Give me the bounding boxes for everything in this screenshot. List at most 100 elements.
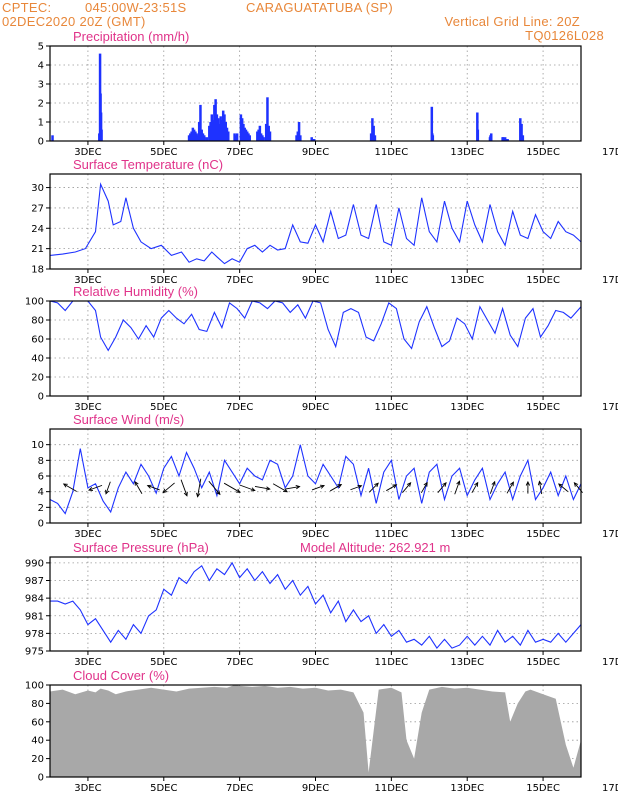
wind-xtick-label: 13DEC [450, 529, 484, 540]
header-grid-note: Vertical Grid Line: 20Z [444, 14, 580, 29]
precip-bar [51, 135, 54, 141]
wind-xtick-label: 5DEC [150, 529, 177, 540]
pressure-xtick-label: 9DEC [302, 657, 329, 668]
wind-arrow [454, 481, 460, 495]
pressure-xtick-label: 5DEC [150, 657, 177, 668]
pressure-ytick-label: 981 [25, 611, 44, 622]
precip-bar [506, 139, 509, 141]
wind-arrow [162, 482, 175, 493]
cloud-area [50, 685, 581, 777]
wind-arrow-head [337, 484, 343, 489]
wind-arrow-head [320, 484, 326, 489]
precip-bar [312, 139, 316, 141]
wind-arrow-head [283, 488, 288, 493]
precip-ytick-label: 4 [38, 61, 44, 72]
wind-xtick-label: 15DEC [526, 529, 560, 540]
cloud-xtick-label: 13DEC [450, 783, 484, 794]
temperature-ytick-label: 30 [31, 183, 44, 194]
wind-arrow-head [62, 483, 68, 488]
cloud-xtick-label: 7DEC [226, 783, 253, 794]
wind-xtick-label: 11DEC [374, 529, 408, 540]
wind-xtick-label: 7DEC [226, 529, 253, 540]
header-code: TQ0126L028 [525, 28, 604, 43]
header-run: 02DEC2020 20Z (GMT) [2, 14, 146, 29]
precip-bar [200, 129, 203, 141]
precip-bar [310, 137, 313, 141]
humidity-xtick-label: 11DEC [374, 402, 408, 413]
precip-bar [369, 133, 373, 141]
precip-bar [373, 135, 377, 141]
humidity-ytick-label: 60 [31, 335, 44, 346]
precip-bar [268, 131, 272, 141]
precip-bar [476, 112, 479, 141]
precip-xtick-label: 13DEC [450, 147, 484, 158]
precip-bar [209, 122, 212, 141]
pressure-ytick-label: 987 [25, 576, 44, 587]
wind-arrow-head [537, 480, 543, 486]
precip-bar [257, 129, 260, 141]
header-source: CPTEC: [2, 0, 52, 15]
precip-bar [502, 139, 506, 141]
wind-arrow-head [134, 480, 139, 486]
precip-ytick-label: 2 [38, 99, 44, 110]
precip-bar [194, 131, 197, 141]
header-city: CARAGUATATUBA (SP) [246, 0, 393, 15]
wind-arrow-head [456, 480, 461, 486]
cloud-ytick-label: 80 [31, 699, 44, 710]
wind-arrow [180, 479, 188, 496]
wind-arrow-head [406, 482, 412, 487]
pressure-xtick-label: 17DEC [602, 657, 618, 668]
precip-xtick-label: 17DEC [602, 147, 618, 158]
precip-ytick-label: 3 [38, 80, 44, 91]
wind-arrow [489, 481, 496, 494]
precip-bar [234, 135, 238, 141]
humidity-ytick-label: 0 [38, 392, 44, 403]
precip-bar [372, 125, 375, 141]
wind-arrow [63, 483, 77, 492]
wind-ytick-label: 10 [31, 440, 44, 451]
temperature-ytick-label: 21 [31, 244, 44, 255]
precip-bar [192, 129, 196, 141]
wind-arrow [558, 483, 569, 492]
precip-bar [227, 131, 230, 141]
humidity-ytick-label: 40 [31, 354, 44, 365]
precip-bar [371, 118, 374, 141]
wind-arrow-head [423, 481, 428, 487]
precip-bar [256, 131, 259, 141]
pressure-ytick-label: 978 [25, 629, 44, 640]
precip-bar [295, 135, 298, 141]
pressure-annotation: Model Altitude: 262.921 m [300, 540, 450, 555]
precip-ytick-label: 1 [38, 118, 44, 129]
humidity-xtick-label: 9DEC [302, 402, 329, 413]
precip-xtick-label: 7DEC [226, 147, 253, 158]
humidity-xtick-label: 15DEC [526, 402, 560, 413]
precip-bar [248, 135, 252, 141]
cloud-ytick-label: 20 [31, 754, 44, 765]
wind-arrow [88, 484, 103, 491]
precip-bar [233, 133, 236, 141]
precip-bar [242, 123, 245, 141]
precip-bar [258, 125, 262, 141]
wind-arrow-head [88, 486, 94, 491]
pressure-xtick-label: 3DEC [74, 657, 101, 668]
wind-title: Surface Wind (m/s) [73, 412, 184, 427]
precip-bar [205, 137, 209, 141]
precip-bar [299, 135, 302, 141]
precip-xtick-label: 3DEC [74, 147, 101, 158]
precip-bar [245, 131, 249, 141]
wind-xtick-label: 17DEC [602, 529, 618, 540]
wind-ytick-label: 0 [38, 519, 44, 530]
cloud-xtick-label: 15DEC [526, 783, 560, 794]
wind-ytick-label: 4 [38, 487, 44, 498]
precip-bar [264, 123, 268, 141]
precip-bar [262, 137, 265, 141]
precip-bar [239, 114, 243, 141]
precip-xtick-label: 5DEC [150, 147, 177, 158]
precip-bar [311, 139, 315, 141]
precip-bar [190, 131, 193, 141]
precip-bar [223, 114, 226, 141]
wind-arrow [329, 484, 342, 492]
wind-arrow [350, 485, 362, 491]
precip-bar [519, 118, 522, 141]
